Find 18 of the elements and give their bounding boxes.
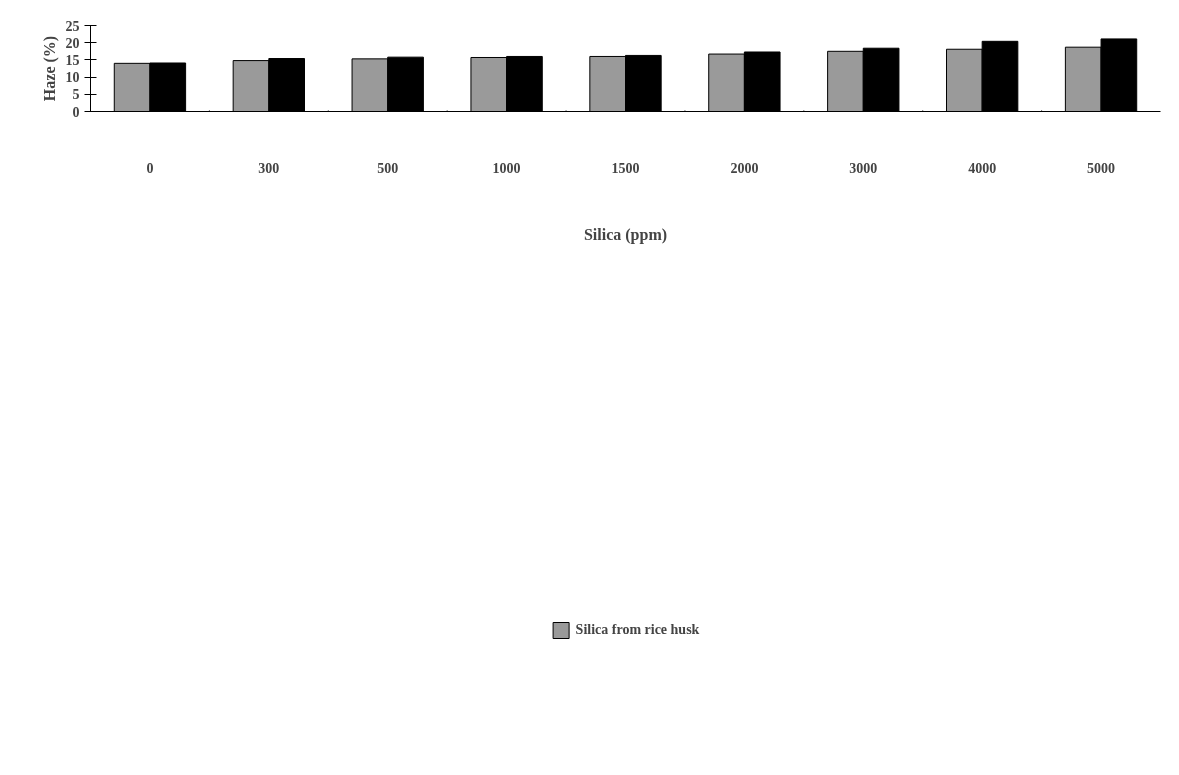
y-tick-label: 15 bbox=[65, 52, 80, 68]
y-axis-title: Haze (%) bbox=[40, 35, 59, 102]
y-tick-label: 20 bbox=[65, 35, 80, 51]
x-tick-label: 3000 bbox=[849, 160, 878, 176]
x-tick-label: 4000 bbox=[968, 160, 997, 176]
x-axis-title: Silica (ppm) bbox=[583, 225, 668, 244]
y-tick-label: 10 bbox=[65, 70, 80, 86]
legend-label: Silica from rice husk bbox=[575, 622, 700, 638]
x-tick-label: 0 bbox=[146, 160, 154, 176]
y-tick-label: 25 bbox=[65, 18, 80, 34]
y-tick-label: 0 bbox=[72, 104, 80, 120]
y-tick-label: 5 bbox=[72, 87, 80, 103]
x-tick-label: 300 bbox=[258, 160, 280, 176]
x-tick-label: 500 bbox=[377, 160, 399, 176]
x-tick-label: 2000 bbox=[730, 160, 759, 176]
x-tick-label: 1000 bbox=[492, 160, 521, 176]
x-tick-label: 5000 bbox=[1087, 160, 1116, 176]
x-tick-label: 1500 bbox=[611, 160, 640, 176]
